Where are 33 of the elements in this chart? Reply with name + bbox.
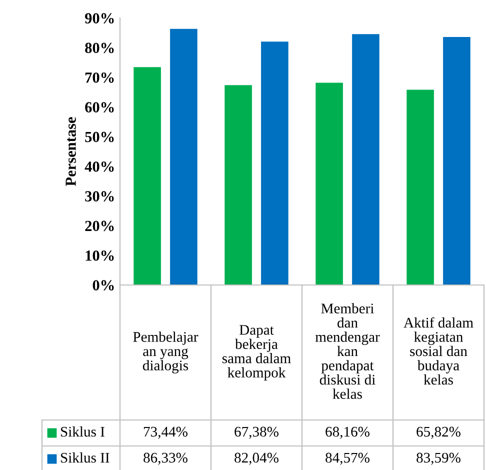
bar bbox=[316, 82, 343, 285]
legend-label: Siklus II bbox=[60, 452, 110, 463]
bar bbox=[134, 67, 161, 285]
y-axis-title: Persentase bbox=[66, 117, 76, 186]
data-label: 68,16% bbox=[326, 426, 370, 439]
bar bbox=[406, 90, 434, 285]
y-tick-label: 80% bbox=[85, 42, 114, 54]
bar bbox=[224, 85, 252, 285]
x-tick-label: Aktif dalam kegiatan sosial dan budaya kelas bbox=[404, 317, 474, 385]
data-label: 84,57% bbox=[326, 452, 370, 465]
bar bbox=[261, 42, 288, 285]
y-tick-label: 10% bbox=[86, 250, 114, 261]
y-tick-label: 20% bbox=[85, 220, 114, 232]
data-label: 65,82% bbox=[416, 426, 460, 439]
bar bbox=[443, 37, 470, 285]
y-tick-label: 30% bbox=[85, 191, 114, 202]
data-label: 82,04% bbox=[234, 452, 278, 465]
y-tick-label: 70% bbox=[85, 72, 114, 83]
data-label: 83,59% bbox=[416, 452, 460, 465]
bar bbox=[352, 34, 380, 285]
data-label: 73,44% bbox=[144, 426, 188, 439]
y-tick-label: 90% bbox=[85, 13, 114, 24]
data-label: 86,33% bbox=[144, 452, 188, 465]
data-label: 67,38% bbox=[234, 426, 278, 439]
x-tick-label: Dapat bekerja sama dalam kelompok bbox=[222, 325, 291, 380]
legend-label: Siklus I bbox=[60, 426, 104, 437]
x-tick-label: Memberi dan mendengar kan pendapat diskusi di kelas bbox=[315, 303, 380, 399]
y-tick-label: 50% bbox=[85, 132, 114, 142]
y-tick-label: 0% bbox=[92, 280, 114, 290]
y-tick-label: 40% bbox=[84, 161, 114, 172]
y-tick-label: 60% bbox=[85, 102, 114, 112]
x-tick-label: Pembelajar an yang dialogis bbox=[133, 332, 198, 374]
bar bbox=[170, 28, 198, 285]
